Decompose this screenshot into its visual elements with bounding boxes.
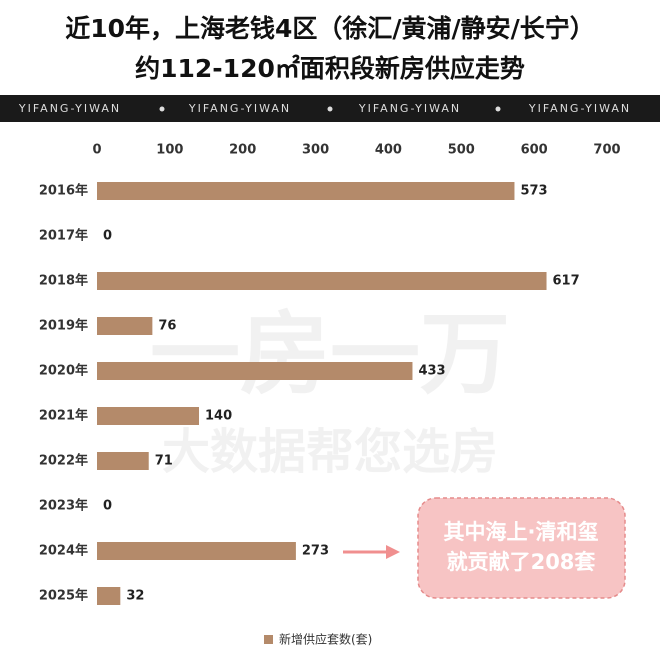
value-label: 617	[553, 274, 580, 289]
bar	[97, 542, 296, 560]
bar	[97, 182, 515, 200]
x-tick-label: 600	[521, 143, 548, 158]
y-tick-label: 2022年	[39, 453, 88, 469]
y-tick-label: 2017年	[39, 228, 88, 244]
chart-title: 近10年，上海老钱4区（徐汇/黄浦/静安/长宁）	[65, 14, 595, 43]
chart-subtitle: 约112-120㎡面积段新房供应走势	[135, 54, 525, 83]
bar	[97, 362, 413, 380]
legend-swatch	[264, 635, 273, 644]
x-tick-label: 700	[593, 143, 620, 158]
banner-dot	[495, 106, 501, 112]
watermark: 大数据帮您选房	[162, 424, 498, 480]
y-tick-label: 2023年	[39, 498, 88, 514]
value-label: 433	[418, 364, 445, 379]
x-tick-label: 0	[92, 143, 101, 158]
banner-text: YIFANG-YIWAN	[188, 102, 291, 115]
watermark: 一房一万	[150, 302, 510, 407]
banner-text: YIFANG-YIWAN	[528, 102, 631, 115]
y-tick-label: 2025年	[39, 588, 88, 604]
banner-dot	[327, 106, 333, 112]
banner-text: YIFANG-YIWAN	[18, 102, 121, 115]
y-tick-label: 2016年	[39, 183, 88, 199]
legend-label: 新增供应套数(套)	[279, 632, 372, 647]
x-tick-label: 100	[156, 143, 183, 158]
value-label: 273	[302, 544, 329, 559]
value-label: 0	[103, 229, 112, 244]
value-label: 573	[520, 184, 547, 199]
x-tick-label: 400	[375, 143, 402, 158]
annotation-box	[417, 497, 626, 599]
y-tick-label: 2020年	[39, 363, 88, 379]
value-label: 71	[155, 454, 173, 469]
bar	[97, 407, 199, 425]
x-tick-label: 300	[302, 143, 329, 158]
y-tick-label: 2019年	[39, 318, 88, 334]
value-label: 32	[126, 589, 144, 604]
x-tick-label: 500	[448, 143, 475, 158]
bar	[97, 317, 153, 335]
value-label: 140	[205, 409, 232, 424]
bar	[97, 587, 121, 605]
y-tick-label: 2018年	[39, 273, 88, 289]
bar	[97, 452, 149, 470]
banner-text: YIFANG-YIWAN	[358, 102, 461, 115]
annotation-text: 其中海上·清和玺	[444, 520, 599, 544]
y-tick-label: 2021年	[39, 408, 88, 424]
value-label: 0	[103, 499, 112, 514]
x-tick-label: 200	[229, 143, 256, 158]
value-label: 76	[158, 319, 176, 334]
annotation-text: 就贡献了208套	[447, 550, 596, 574]
y-tick-label: 2024年	[39, 543, 88, 559]
arrow	[343, 545, 400, 559]
banner-dot	[159, 106, 165, 112]
bar	[97, 272, 547, 290]
